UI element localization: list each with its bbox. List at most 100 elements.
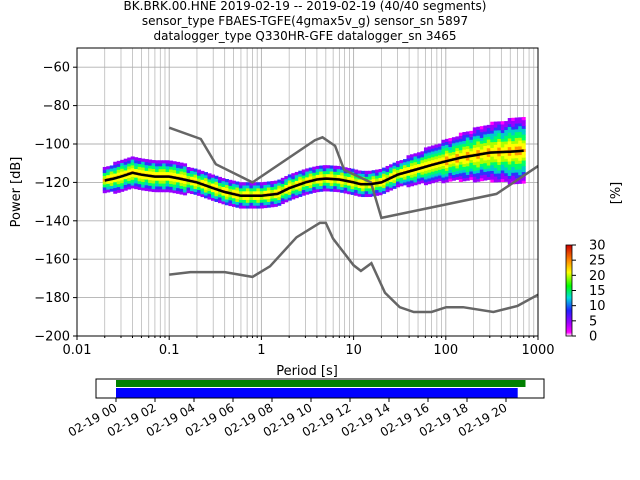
- psd-cell: [511, 117, 516, 121]
- psd-cell: [228, 202, 233, 207]
- psd-cell: [137, 169, 142, 173]
- psd-cell: [382, 190, 387, 194]
- psd-cell: [312, 189, 317, 193]
- psd-cell: [444, 176, 449, 180]
- psd-cell: [430, 174, 435, 178]
- psd-cell: [322, 170, 327, 175]
- psd-cell: [403, 161, 408, 166]
- psd-cell: [385, 183, 390, 187]
- psd-cell: [403, 182, 408, 186]
- psd-cell: [399, 165, 404, 170]
- psd-cell: [416, 178, 421, 182]
- psd-cell: [263, 184, 268, 188]
- psd-cell: [144, 159, 149, 163]
- psd-cell: [354, 183, 359, 188]
- psd-cell: [521, 128, 526, 132]
- psd-cell: [378, 183, 383, 187]
- psd-cell: [486, 153, 491, 157]
- psd-cell: [179, 182, 184, 186]
- psd-cell: [141, 167, 146, 171]
- psd-cell: [333, 171, 338, 175]
- psd-cell: [420, 157, 425, 161]
- psd-cell: [312, 172, 317, 176]
- psd-cell: [210, 191, 215, 196]
- psd-cell: [207, 176, 212, 180]
- psd-cell: [451, 166, 456, 170]
- psd-cell: [406, 178, 411, 182]
- psd-cell: [518, 154, 523, 158]
- psd-cell: [204, 172, 209, 176]
- psd-cell: [186, 181, 191, 185]
- psd-cell: [378, 192, 383, 196]
- psd-cell: [441, 148, 446, 152]
- psd-cell: [451, 171, 456, 175]
- psd-cell: [497, 147, 502, 151]
- psd-cell: [197, 184, 202, 188]
- psd-cell: [116, 180, 121, 185]
- psd-cell: [172, 172, 177, 176]
- psd-cell: [361, 179, 366, 183]
- psd-cell: [389, 164, 394, 168]
- psd-cell: [479, 172, 484, 176]
- psd-cell: [514, 120, 519, 124]
- psd-cell: [301, 172, 306, 176]
- psd-cell: [469, 151, 474, 155]
- psd-cell: [263, 202, 268, 206]
- psd-cell: [521, 151, 526, 155]
- psd-cell: [490, 176, 495, 180]
- psd-cell: [333, 165, 338, 169]
- psd-cell: [469, 142, 474, 146]
- psd-cell: [476, 126, 481, 130]
- psd-cell: [500, 141, 505, 145]
- psd-cell: [294, 171, 299, 176]
- psd-cell: [500, 129, 505, 134]
- psd-cell: [183, 189, 188, 193]
- psd-cell: [193, 185, 198, 190]
- psd-cell: [437, 172, 442, 176]
- psd-cell: [500, 135, 505, 139]
- psd-cell: [483, 148, 488, 152]
- psd-cell: [266, 198, 271, 202]
- psd-cell: [298, 185, 303, 189]
- psd-cell: [375, 183, 380, 188]
- psd-cell: [465, 131, 470, 135]
- psd-cell: [151, 160, 156, 164]
- psd-cell: [238, 202, 243, 206]
- psd-cell: [472, 138, 477, 143]
- psd-cell: [193, 174, 198, 178]
- psd-cell: [347, 182, 352, 186]
- psd-cell: [106, 180, 111, 184]
- psd-cell: [298, 179, 303, 183]
- psd-cell: [521, 140, 526, 144]
- psd-cell: [493, 147, 498, 151]
- psd-cell: [273, 189, 278, 193]
- psd-cell: [197, 169, 202, 173]
- psd-cell: [312, 183, 317, 188]
- psd-cell: [479, 169, 484, 173]
- psd-cell: [301, 186, 306, 190]
- psd-cell: [228, 194, 233, 198]
- psd-cell: [441, 177, 446, 181]
- psd-cell: [301, 192, 306, 196]
- psd-cell: [483, 131, 488, 135]
- psd-cell: [444, 144, 449, 148]
- psd-cell: [291, 190, 296, 194]
- psd-cell: [451, 177, 456, 181]
- psd-cell: [186, 172, 191, 176]
- psd-cell: [420, 159, 425, 164]
- psd-cell: [479, 134, 484, 138]
- psd-cell: [298, 190, 303, 195]
- psd-cell: [504, 126, 509, 131]
- psd-cell: [294, 189, 299, 193]
- psd-cell: [176, 167, 181, 171]
- psd-cell: [469, 171, 474, 175]
- x-tick-label: 0.1: [159, 343, 180, 358]
- psd-cell: [354, 172, 359, 176]
- psd-cell: [291, 178, 296, 183]
- psd-cell: [200, 170, 205, 175]
- psd-cell: [158, 180, 163, 184]
- psd-cell: [155, 189, 160, 193]
- psd-cell: [504, 155, 509, 159]
- psd-cell: [183, 183, 188, 187]
- psd-cell: [455, 153, 460, 157]
